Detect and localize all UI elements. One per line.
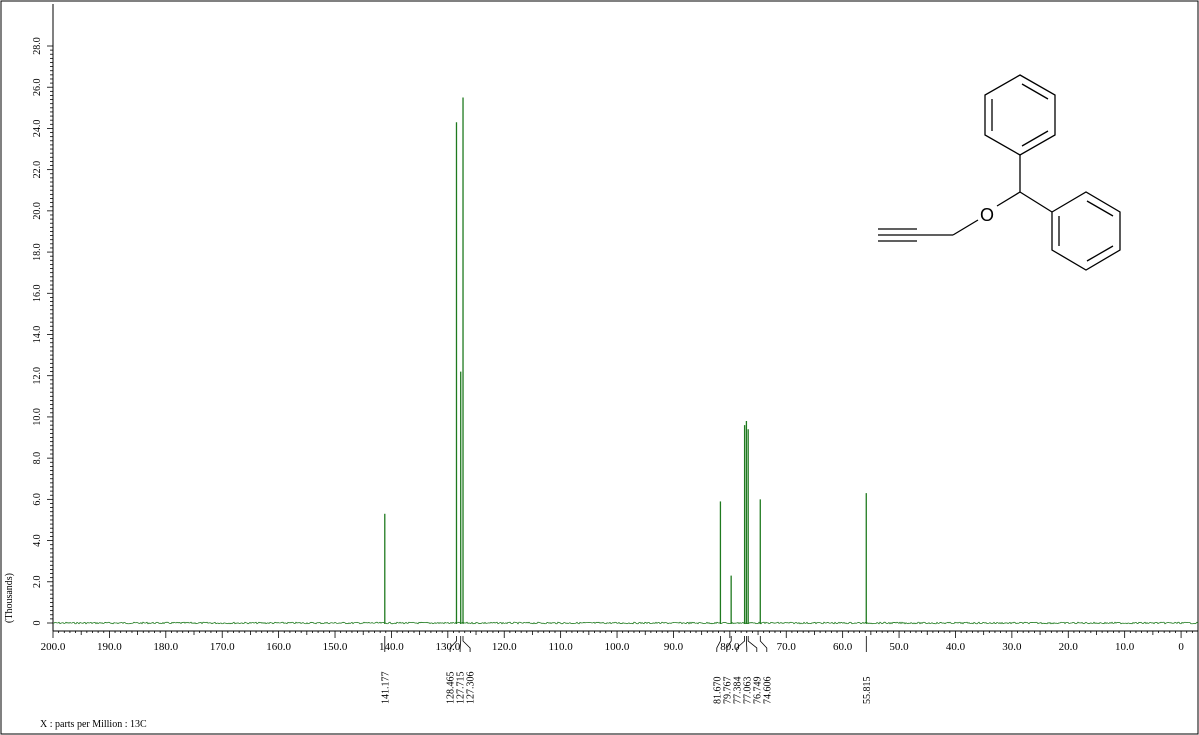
x-tick-label: 180.0 [153, 641, 178, 653]
x-tick-label: 60.0 [833, 641, 853, 653]
peak-leader-line [459, 636, 462, 652]
y-tick-label: 0 [32, 621, 43, 626]
x-tick-label: 100.0 [605, 641, 630, 653]
peak-label: 141.177 [380, 672, 391, 705]
peak-leader-line [747, 636, 758, 652]
x-tick-label: 70.0 [777, 641, 797, 653]
x-tick-label: 10.0 [1115, 641, 1135, 653]
x-tick-label: 40.0 [946, 641, 966, 653]
x-tick-label: 110.0 [548, 641, 573, 653]
y-axis-label: (Thousands) [4, 573, 15, 623]
bond-methine-to-oxygen [996, 191, 1021, 207]
y-tick-label: 28.0 [32, 37, 43, 55]
x-tick-label: 190.0 [97, 641, 122, 653]
y-tick-label: 6.0 [32, 493, 43, 506]
y-tick-label: 22.0 [32, 161, 43, 179]
y-tick-label: 10.0 [32, 408, 43, 426]
molecule-structure-image [878, 74, 1121, 271]
peak-label: 79.767 [722, 677, 733, 705]
peak-leader-line [759, 636, 768, 652]
phenyl-ring-top-double-bond [1021, 130, 1049, 147]
peak-label: 55.815 [862, 677, 873, 705]
y-tick-label: 12.0 [32, 367, 43, 385]
x-tick-label: 80.0 [720, 641, 740, 653]
x-tick-label: 160.0 [266, 641, 291, 653]
spectrum-trace [52, 97, 1199, 625]
peak-label: 77.384 [732, 677, 743, 705]
peak-labels: 141.177 128.465 127.715 127.306 81.670 79.767… [380, 636, 873, 704]
phenyl-ring-right-double-bond [1086, 200, 1114, 217]
peak-label: 127.715 [456, 672, 467, 705]
phenyl-ring-top [984, 74, 1056, 156]
x-tick-label: 20.0 [1059, 641, 1079, 653]
peak-leader-line [462, 636, 471, 652]
y-tick-label: 2.0 [32, 576, 43, 589]
y-tick-label: 20.0 [32, 202, 43, 220]
peak-label: 128.465 [446, 672, 457, 705]
peak-label: 74.606 [762, 677, 773, 705]
peak-label: 76.749 [752, 677, 763, 705]
x-tick-label: 50.0 [889, 641, 909, 653]
x-tick-label: 130.0 [435, 641, 460, 653]
peak-leader-line [726, 636, 732, 652]
phenyl-ring-top-double-bond [1021, 83, 1049, 100]
peak-leader-line [736, 636, 745, 652]
peak-label: 81.670 [712, 677, 723, 705]
x-tick-label: 120.0 [492, 641, 517, 653]
phenyl-ring-right-double-bond [1086, 245, 1114, 262]
x-ticks: 200.0 190.0 180.0 170.0 160.0 150.0 140.0 130.0… [41, 631, 1193, 653]
y-tick-label: 4.0 [32, 534, 43, 547]
y-tick-label: 18.0 [32, 243, 43, 260]
y-tick-label: 26.0 [32, 78, 43, 96]
bond-methine-to-ring [1019, 191, 1053, 213]
x-tick-label: 90.0 [664, 641, 684, 653]
x-tick-label: 140.0 [379, 641, 404, 653]
baseline-trace [52, 621, 1199, 625]
phenyl-ring-right [1051, 191, 1121, 271]
bond-oxygen-to-ch2 [952, 219, 979, 236]
x-tick-label: 170.0 [210, 641, 235, 653]
x-tick-label: 30.0 [1002, 641, 1022, 653]
y-tick-label: 24.0 [32, 120, 43, 138]
x-tick-label: 0 [1178, 641, 1184, 653]
y-tick-label: 16.0 [32, 285, 43, 303]
y-tick-label: 8.0 [32, 452, 43, 465]
y-tick-label: 14.0 [32, 326, 43, 344]
x-tick-label: 150.0 [323, 641, 348, 653]
peak-label: 77.063 [742, 677, 753, 705]
peak-leader-line [716, 636, 721, 652]
y-ticks: 0 2.0 4.0 6.0 8.0 10.0 12.0 14.0 16.0 18.0 20.0 22.… [32, 37, 53, 626]
x-axis-label: X : parts per Million : 13C [40, 719, 147, 730]
x-tick-label: 200.0 [41, 641, 66, 653]
peak-leader-line [449, 636, 457, 652]
oxygen-atom-label: O [980, 205, 994, 225]
peak-label: 127.306 [466, 672, 477, 705]
